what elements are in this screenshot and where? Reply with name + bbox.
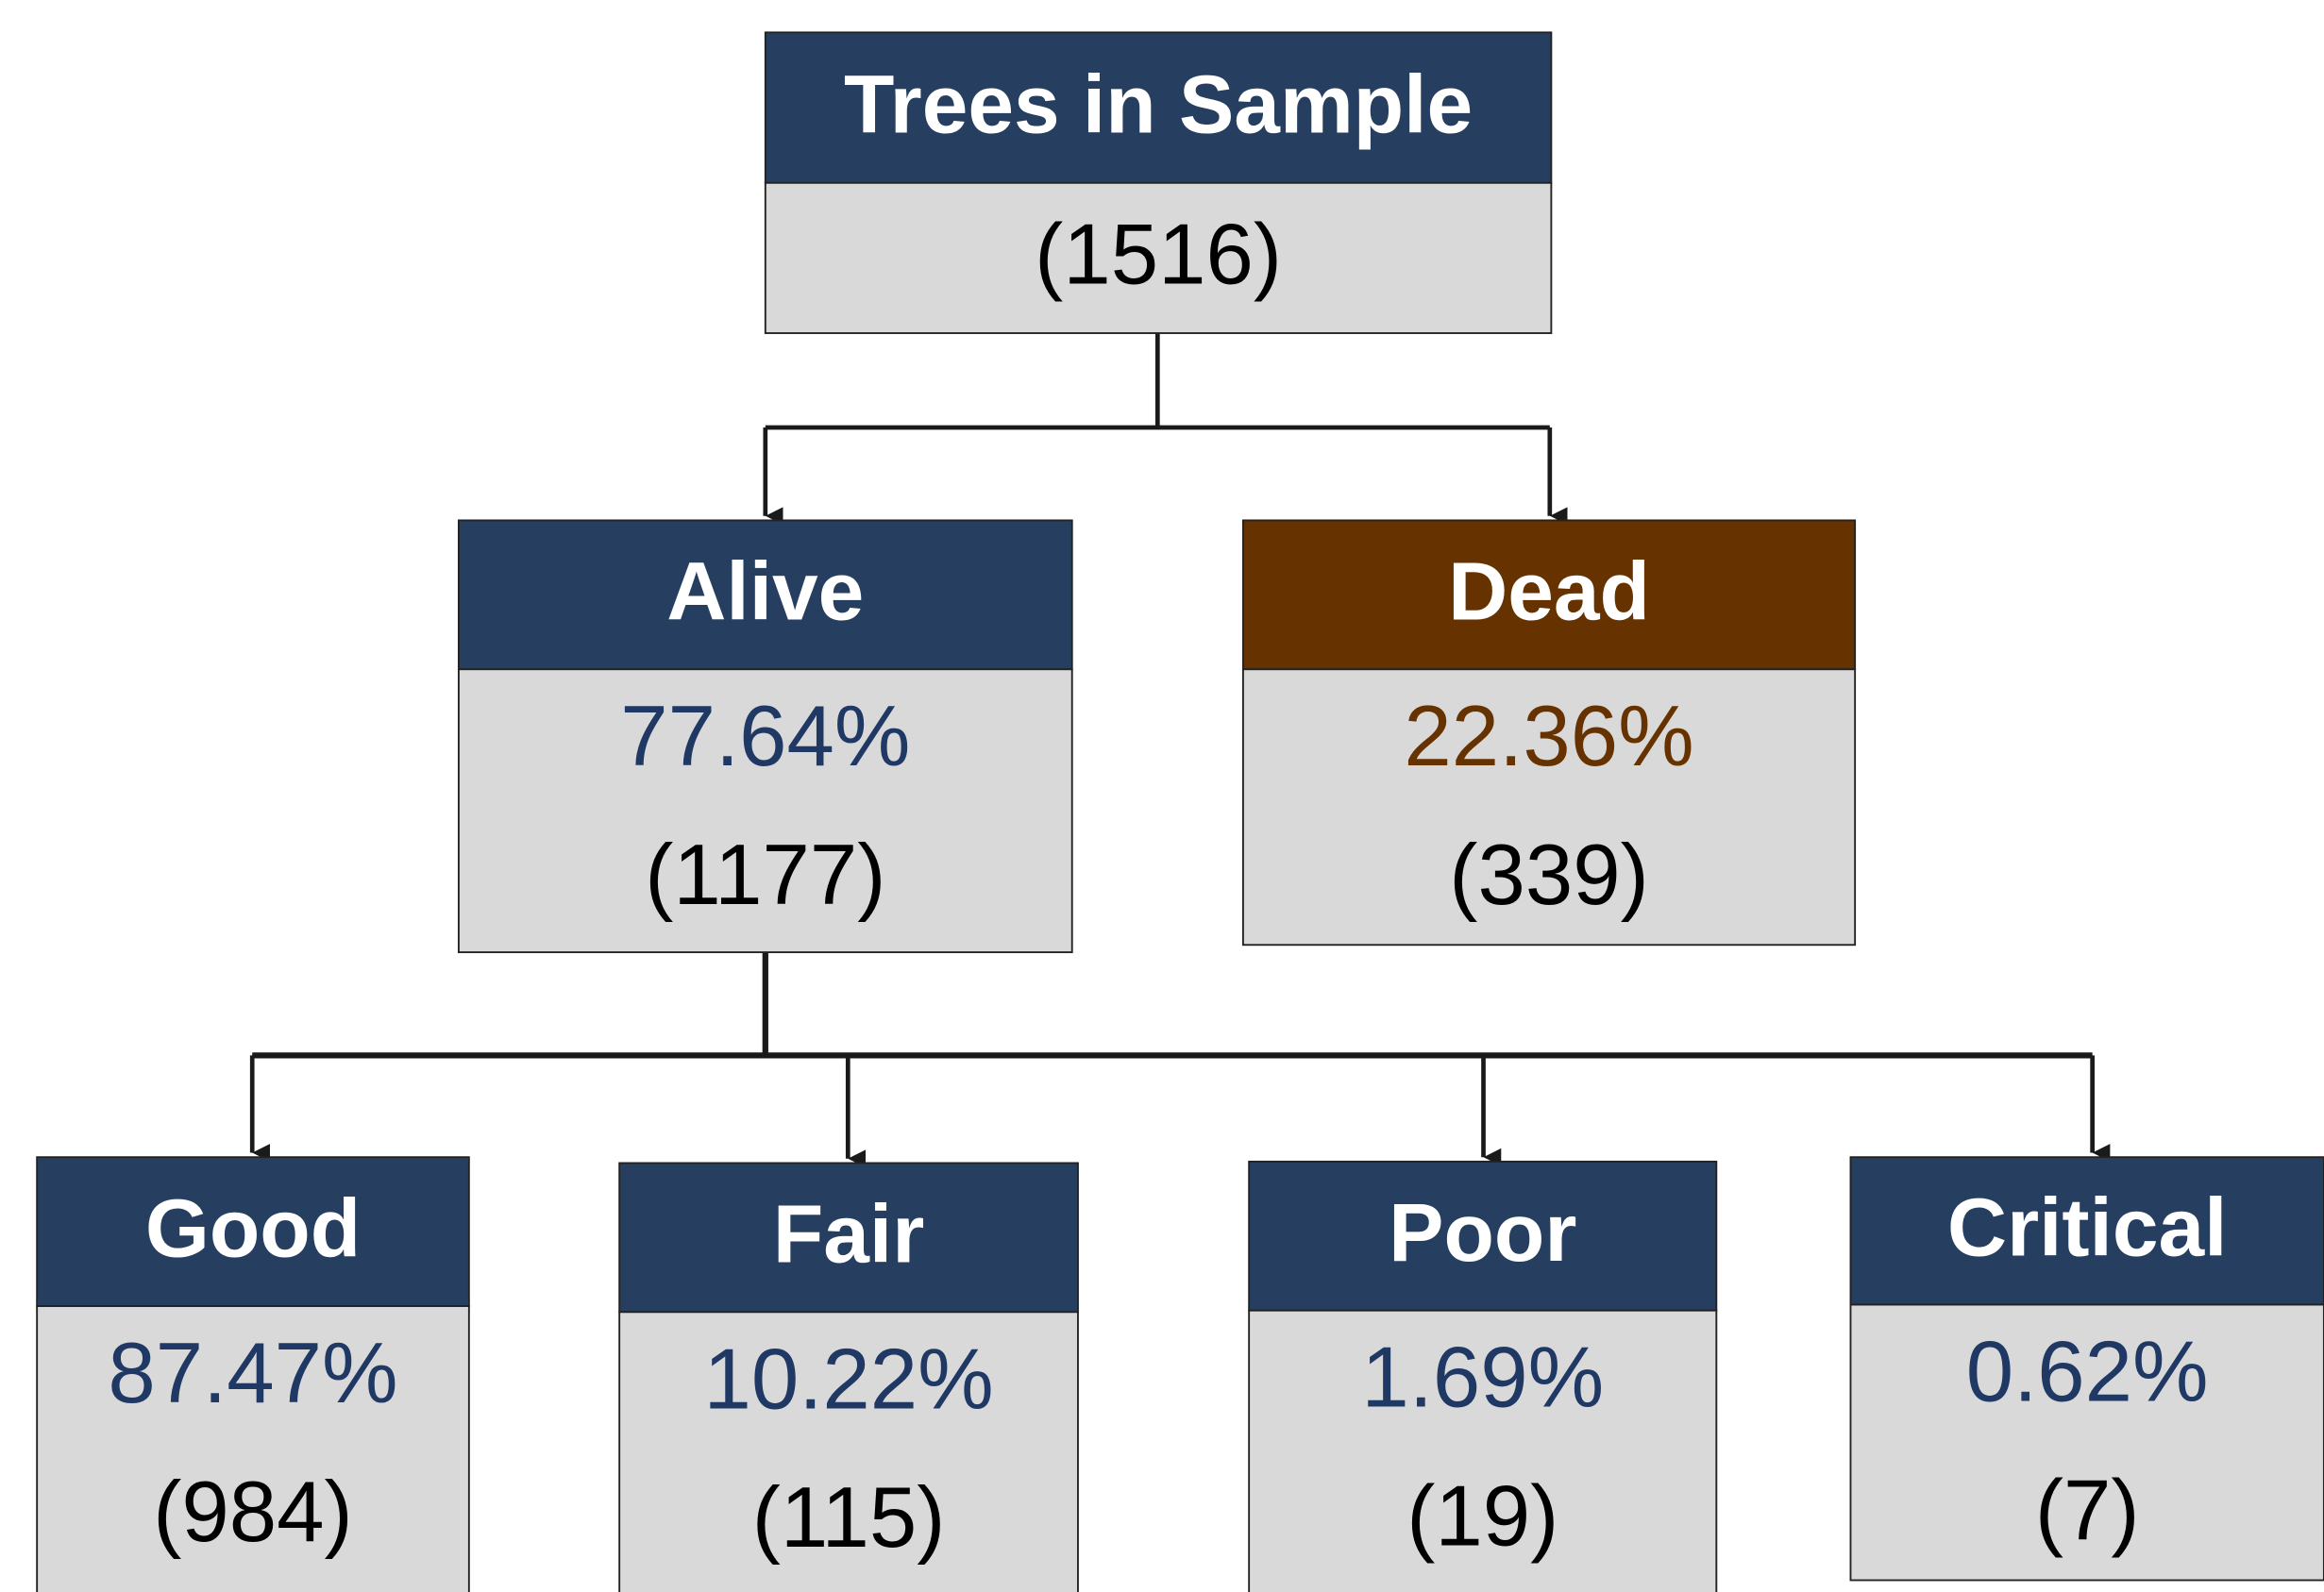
node-count: (7) bbox=[2035, 1463, 2140, 1558]
node-count: (984) bbox=[153, 1465, 352, 1560]
node-header bbox=[1248, 1160, 1718, 1312]
node-label: Trees in Sample bbox=[844, 58, 1473, 150]
node: Dead 22.36% (339) bbox=[1241, 519, 1857, 947]
node-header bbox=[618, 1162, 1079, 1314]
node-label: Alive bbox=[666, 545, 864, 638]
node-label: Good bbox=[145, 1181, 361, 1274]
node-header bbox=[457, 519, 1073, 671]
node-percent: 77.64% bbox=[620, 689, 910, 784]
node-percent: 87.47% bbox=[108, 1326, 397, 1421]
node-label: Fair bbox=[773, 1188, 924, 1281]
node-count: (115) bbox=[752, 1470, 946, 1566]
node: Fair 10.22% (115) bbox=[618, 1162, 1079, 1592]
node-body bbox=[457, 668, 1073, 954]
node-body bbox=[1849, 1303, 2324, 1582]
node-count: (1516) bbox=[1035, 207, 1282, 302]
node: Trees in Sample (1516) bbox=[764, 31, 1553, 334]
node-count: (339) bbox=[1449, 828, 1648, 923]
node-header bbox=[764, 31, 1553, 184]
node-percent: 1.69% bbox=[1361, 1331, 1604, 1426]
node-body bbox=[618, 1311, 1079, 1592]
node-label: Poor bbox=[1389, 1186, 1576, 1279]
node: Alive 77.64% (1177) bbox=[457, 519, 1073, 954]
node: Good 87.47% (984) bbox=[36, 1156, 470, 1592]
node-label: Dead bbox=[1448, 545, 1650, 638]
node-header bbox=[1241, 519, 1857, 671]
node-header bbox=[36, 1156, 470, 1307]
node-body bbox=[1241, 668, 1857, 947]
connector bbox=[252, 952, 2093, 1059]
node-label: Critical bbox=[1947, 1181, 2228, 1274]
node-header bbox=[1849, 1156, 2324, 1306]
node: Critical 0.62% (7) bbox=[1849, 1156, 2324, 1582]
connectors bbox=[249, 333, 2111, 1168]
node-percent: 22.36% bbox=[1404, 689, 1693, 784]
node-body bbox=[1248, 1309, 1718, 1592]
node-percent: 0.62% bbox=[1966, 1324, 2209, 1419]
node-count: (1177) bbox=[645, 828, 885, 923]
connector bbox=[765, 333, 1550, 430]
node-percent: 10.22% bbox=[703, 1332, 993, 1427]
node-body bbox=[36, 1305, 470, 1592]
node-count: (19) bbox=[1406, 1469, 1558, 1565]
node: Poor 1.69% (19) bbox=[1248, 1160, 1718, 1592]
